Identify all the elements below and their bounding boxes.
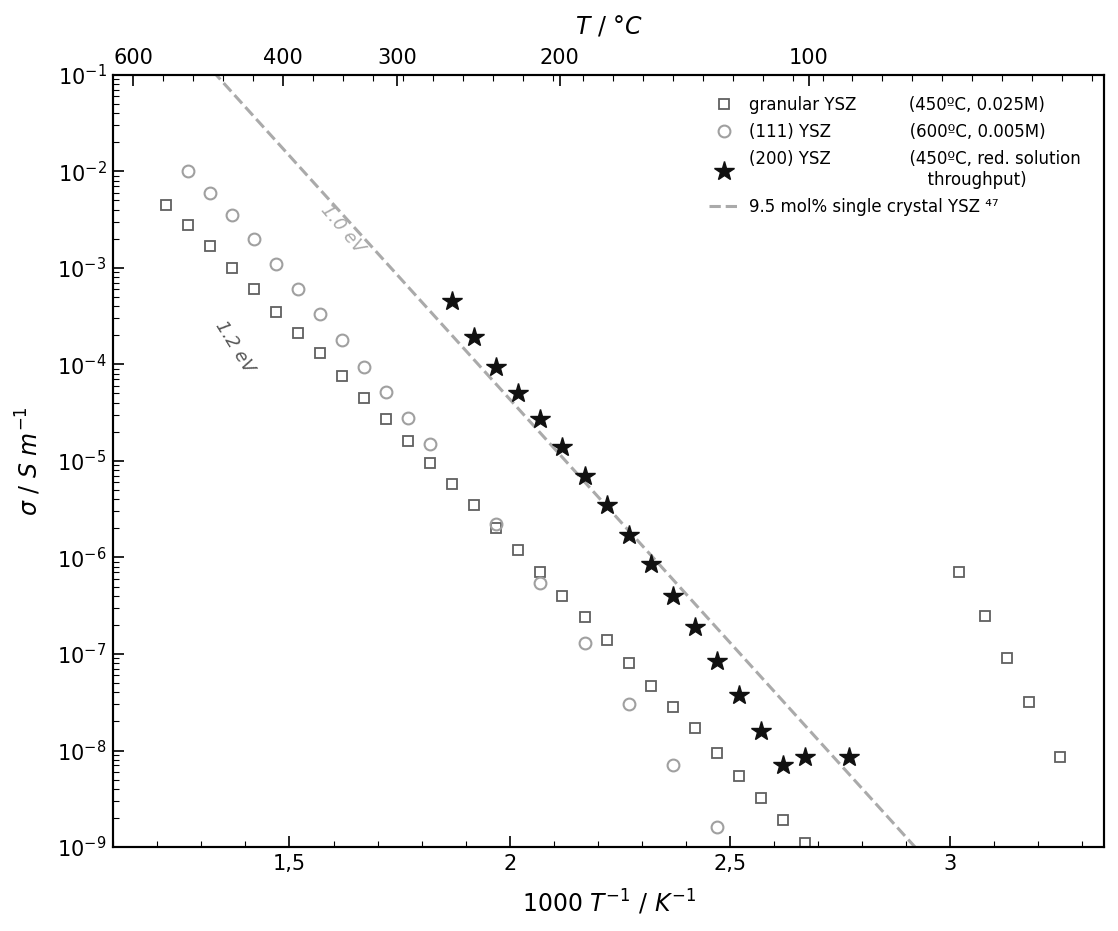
X-axis label: $\mathit{1000\ T^{-1}\ /\ K^{-1}}$: $\mathit{1000\ T^{-1}\ /\ K^{-1}}$ [522, 888, 695, 917]
Text: 1.2 eV: 1.2 eV [211, 318, 257, 377]
Text: 1.0 eV: 1.0 eV [316, 201, 368, 257]
Legend: granular YSZ          (450ºC, 0.025M), (111) YSZ               (600ºC, 0.005M), : granular YSZ (450ºC, 0.025M), (111) YSZ … [704, 91, 1086, 221]
X-axis label: $\mathit{T\ /\ °C}$: $\mathit{T\ /\ °C}$ [575, 14, 643, 39]
Y-axis label: $\mathit{\sigma\ /\ S\ m^{-1}}$: $\mathit{\sigma\ /\ S\ m^{-1}}$ [13, 406, 44, 516]
